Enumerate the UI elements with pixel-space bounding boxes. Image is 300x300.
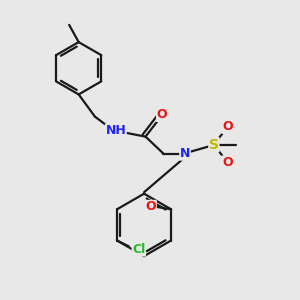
Text: NH: NH xyxy=(105,124,126,137)
Text: O: O xyxy=(222,156,232,169)
Text: N: N xyxy=(180,147,190,160)
Text: O: O xyxy=(157,108,167,122)
Text: S: S xyxy=(209,138,219,152)
Text: O: O xyxy=(222,120,232,133)
Text: O: O xyxy=(146,200,156,213)
Text: Cl: Cl xyxy=(132,243,146,256)
